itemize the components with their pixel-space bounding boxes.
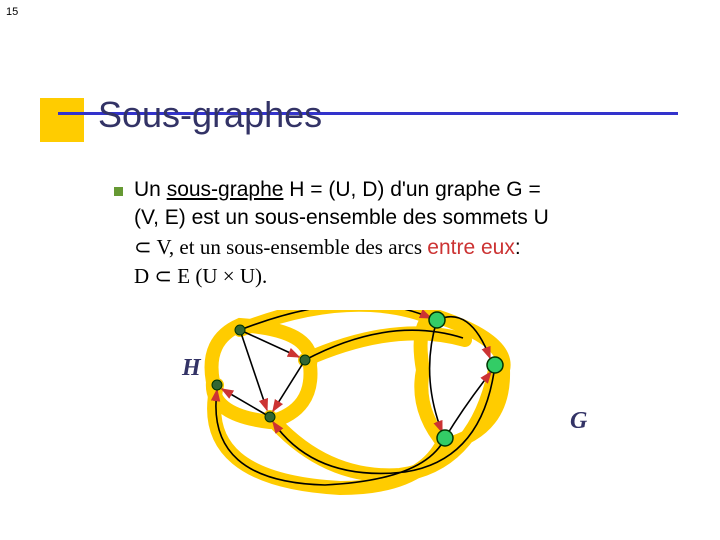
t3b: : <box>515 236 521 259</box>
t3a: ⊂ V, et un sous-ensemble des arcs <box>134 235 427 259</box>
bullet-icon <box>114 187 123 196</box>
t1a: Un <box>134 178 167 201</box>
body-text: Un sous-graphe H = (U, D) d'un graphe G … <box>134 176 684 291</box>
t1b: H = (U, D) d'un graphe G = <box>283 178 540 201</box>
slide-title: Sous-graphes <box>98 94 322 136</box>
t1u: sous-graphe <box>167 178 284 201</box>
t2: (V, E) est un sous-ensemble des sommets … <box>134 206 549 229</box>
t4: D ⊂ E (U × U). <box>134 264 267 288</box>
graph-diagram <box>165 310 595 510</box>
t3e: entre eux <box>427 236 515 259</box>
title-accent <box>40 98 84 142</box>
slide-number: 15 <box>6 6 18 18</box>
